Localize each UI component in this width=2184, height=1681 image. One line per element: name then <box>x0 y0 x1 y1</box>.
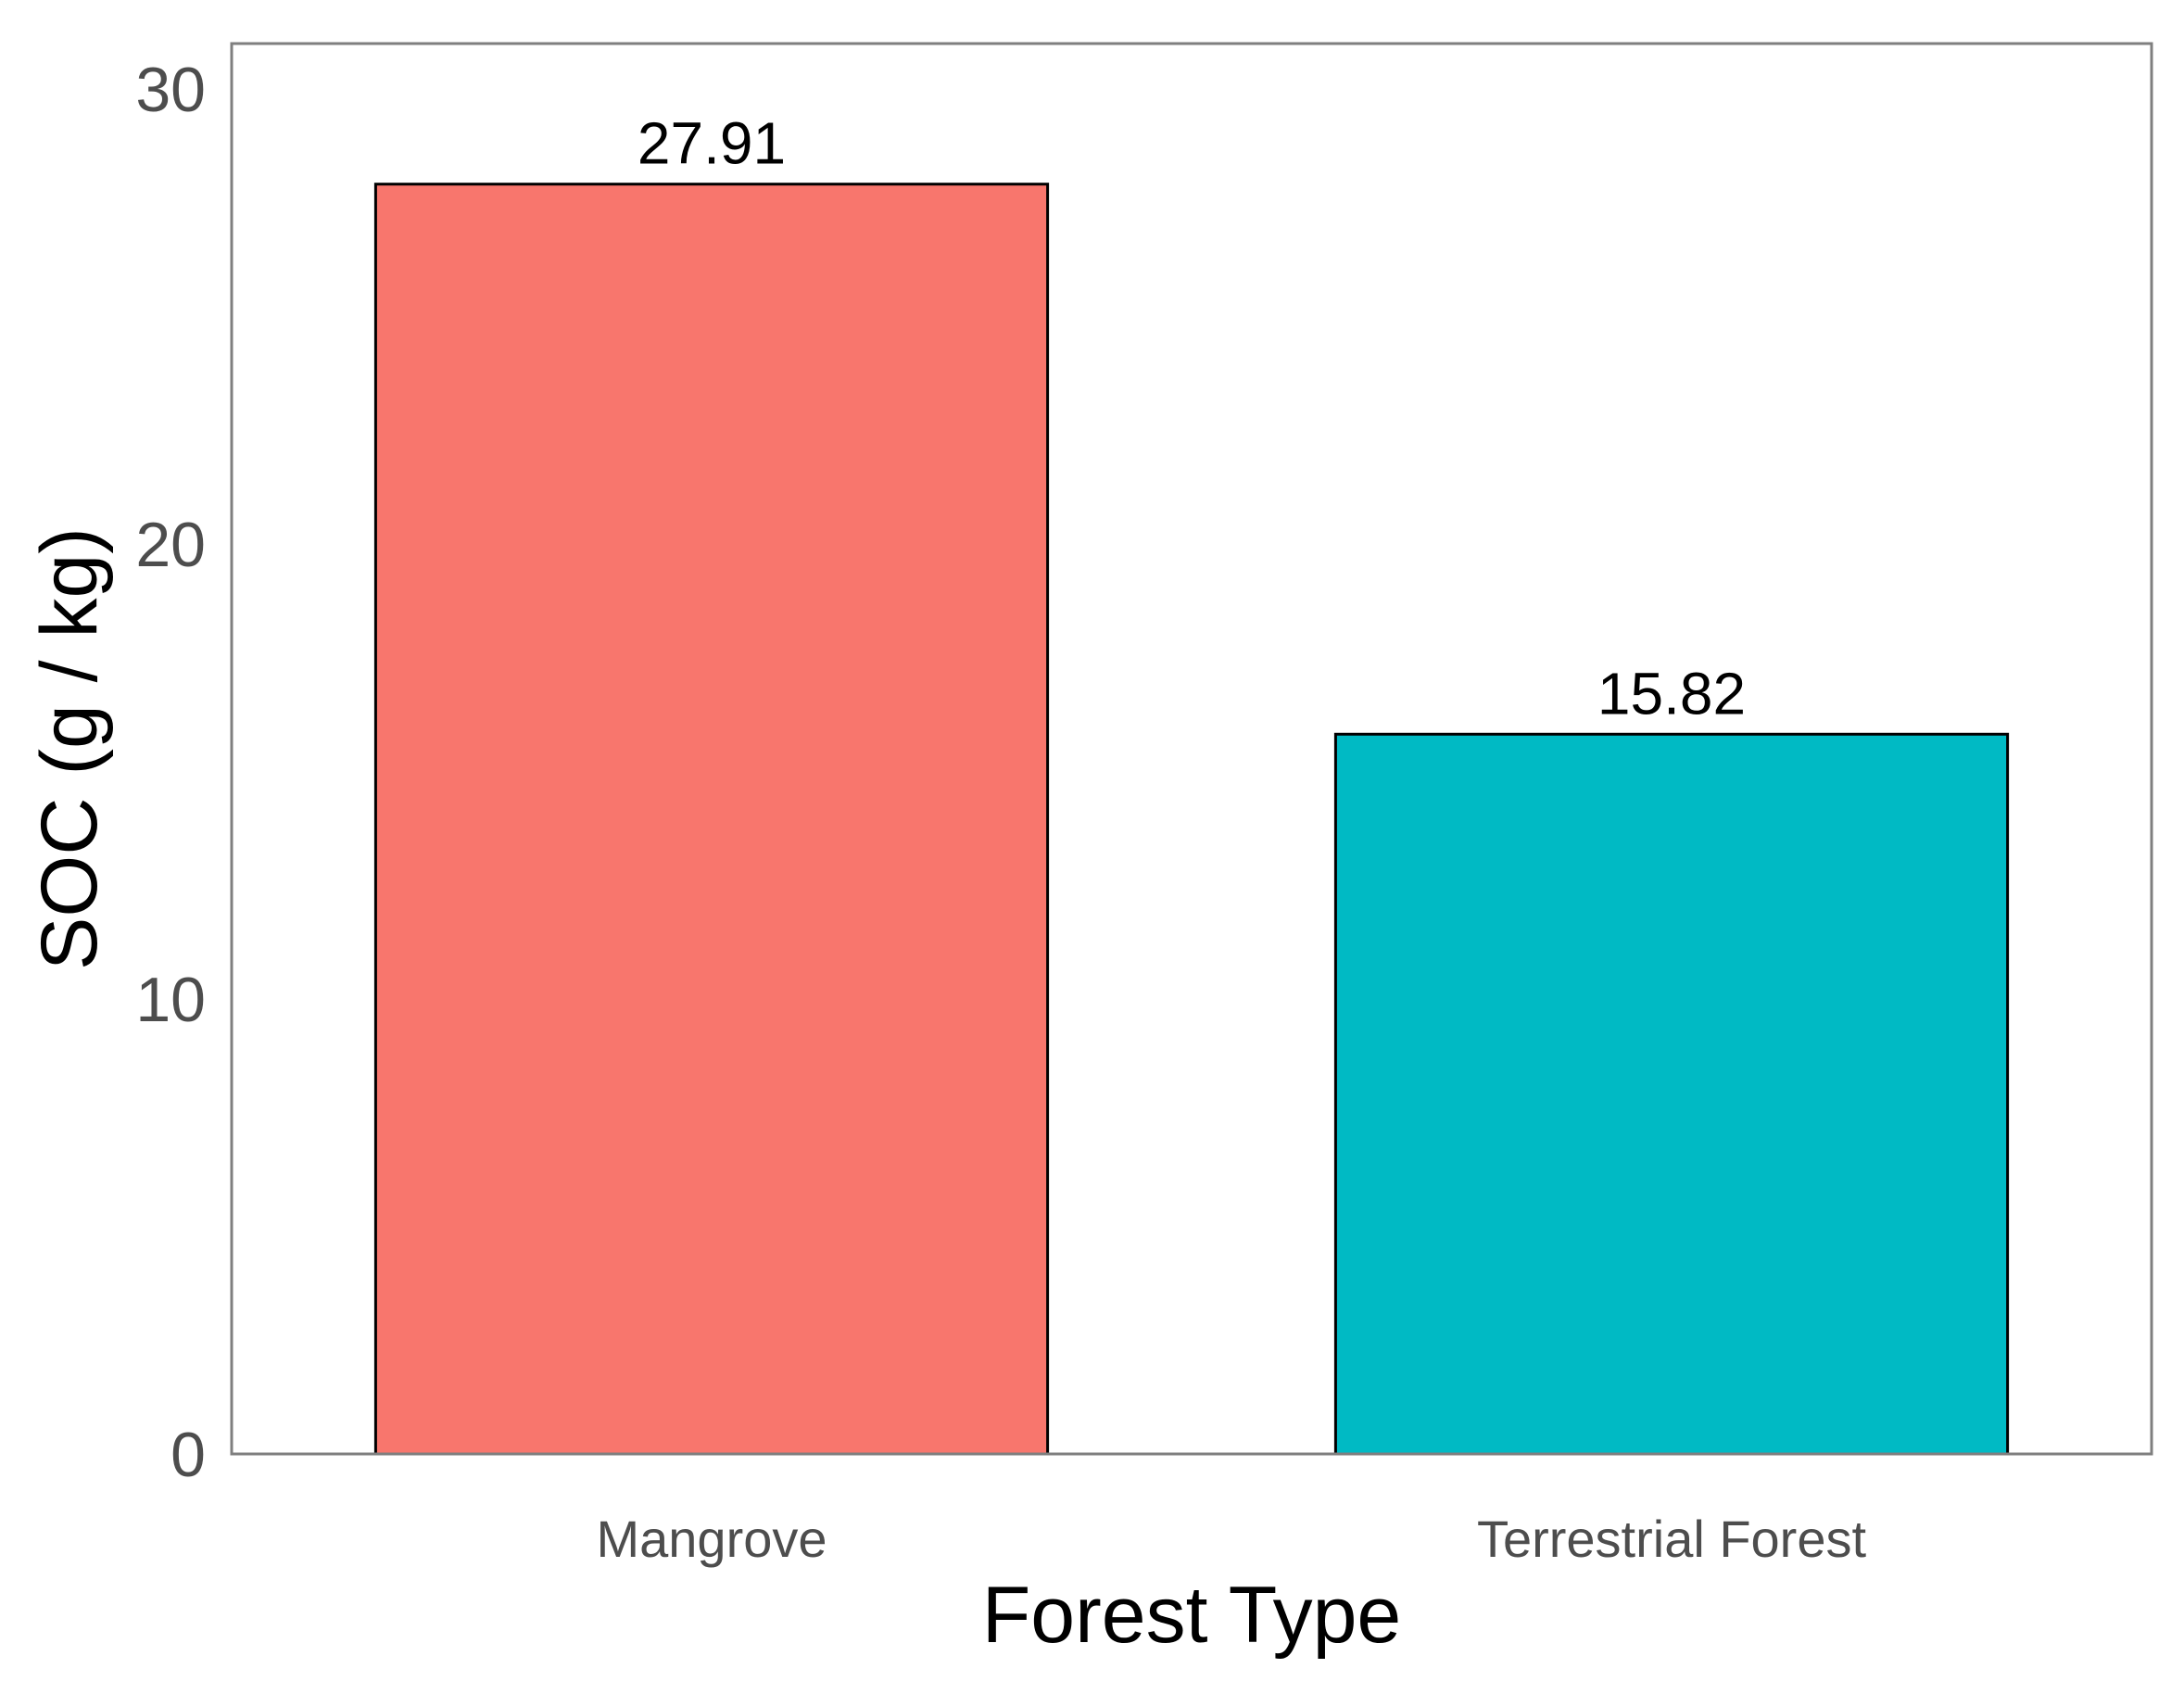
y-tick-label-30: 30 <box>135 55 206 125</box>
y-axis-title: SOC (g / kg) <box>25 527 114 970</box>
x-axis-ticks: Mangrove Terrestrial Forest <box>596 1510 1866 1568</box>
data-labels: 27.91 15.82 <box>638 110 1746 727</box>
x-tick-label-terrestrial-forest: Terrestrial Forest <box>1477 1510 1867 1568</box>
y-tick-label-0: 0 <box>170 1420 206 1490</box>
y-axis-ticks: 0 10 20 30 <box>135 55 206 1490</box>
data-label-terrestrial-forest: 15.82 <box>1597 660 1746 727</box>
y-tick-label-10: 10 <box>135 965 206 1035</box>
bars-layer <box>373 183 2010 1456</box>
y-tick-label-20: 20 <box>135 510 206 580</box>
x-tick-label-mangrove: Mangrove <box>596 1510 827 1568</box>
x-axis-title: Forest Type <box>982 1571 1402 1660</box>
bar-mangrove <box>373 183 1050 1456</box>
bar-terrestrial-forest <box>1333 732 2010 1456</box>
data-label-mangrove: 27.91 <box>638 110 786 177</box>
plot-panel-border <box>230 42 2153 1456</box>
